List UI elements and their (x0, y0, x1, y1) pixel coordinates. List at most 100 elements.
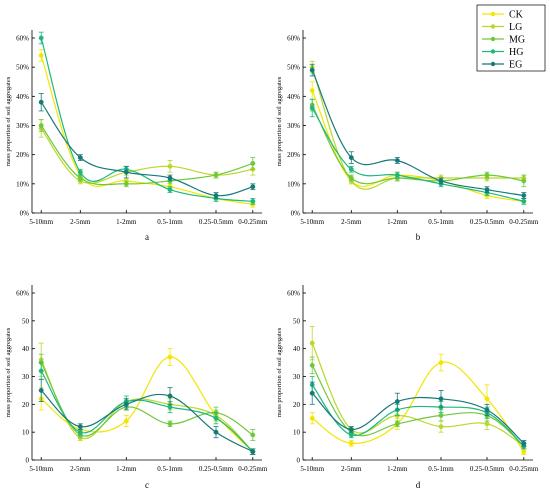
y-tick-label: 40% (16, 93, 29, 101)
series-line (40, 55, 253, 205)
y-axis-label: mass proportion of soil aggregates (276, 327, 283, 417)
data-point (123, 418, 129, 424)
x-tick-label: 1-2mm (387, 465, 408, 473)
series-line (40, 370, 254, 453)
data-point (77, 424, 83, 430)
y-tick-label: 50 (22, 317, 30, 325)
data-point (123, 401, 129, 407)
chart-panel-c: 0 10 20 30 40 50 60% mass proportion of soil ag… (5, 285, 268, 490)
x-tick-label: 0.25-0.5mm (199, 465, 234, 473)
series-line (311, 365, 525, 447)
series-line (40, 359, 254, 453)
y-tick-label: 60% (16, 35, 29, 43)
data-point (484, 407, 490, 413)
data-point (521, 178, 527, 184)
legend-entry-lg: LG (482, 22, 522, 33)
y-tick-label: 30% (287, 122, 300, 130)
data-point (309, 88, 315, 93)
x-tick-label: 0-0.25mm (238, 218, 268, 226)
x-tick-label: 5-10mm (29, 465, 53, 473)
data-point (213, 415, 219, 421)
x-tick-label: 2-5mm (341, 465, 362, 473)
series-hg (38, 362, 256, 455)
legend-entry-mg: MG (482, 35, 525, 46)
series-ck (309, 353, 527, 455)
data-point (484, 396, 490, 402)
legend-entry-ck: CK (482, 10, 524, 21)
y-tick-label: 20 (22, 401, 30, 409)
data-point (438, 413, 444, 418)
x-tick-label: 1-2mm (116, 218, 137, 226)
data-point (521, 449, 527, 455)
series-eg (38, 93, 256, 199)
series-lg (309, 325, 527, 450)
data-point (213, 172, 219, 178)
data-point (38, 99, 44, 105)
y-tick-label: 10 (293, 429, 301, 437)
series-line (40, 389, 254, 453)
chart-panel-b: 0% 10% 20% 30% 40% 50% 60% mass proportion of s… (276, 30, 539, 242)
legend-entry-hg: HG (482, 47, 523, 58)
data-point (167, 421, 173, 427)
data-point (77, 155, 83, 161)
data-point (438, 360, 444, 366)
legend-marker (490, 49, 496, 54)
y-tick-label: 10% (16, 180, 29, 188)
series-line (40, 356, 254, 453)
x-tick-label: 2-5mm (70, 465, 91, 473)
data-point (438, 424, 444, 430)
y-tick-label: 40 (22, 345, 30, 353)
y-axis-label: mass proportion of soil aggregates (5, 76, 12, 166)
series-eg (38, 378, 256, 455)
y-tick-label: 20 (293, 401, 301, 409)
x-tick-label: 0.5-1mm (428, 218, 454, 226)
data-point (213, 193, 219, 198)
y-tick-label: 50% (287, 64, 300, 72)
data-point (394, 172, 400, 178)
x-tick-label: 0.25-0.5mm (470, 218, 505, 226)
x-tick-label: 5-10mm (300, 218, 324, 226)
data-point (167, 393, 173, 399)
series-line (311, 392, 525, 444)
panel-label: a (145, 232, 149, 242)
data-point (38, 123, 44, 128)
data-point (167, 163, 173, 169)
chart-panel-d: 0 10 20 30 40 50 60% mass proportion of soil ag… (276, 285, 539, 490)
legend-label: LG (509, 22, 522, 33)
legend-label: EG (509, 60, 522, 71)
data-point (123, 181, 129, 187)
data-point (348, 440, 354, 446)
data-point (394, 399, 400, 404)
y-tick-label: 0% (20, 210, 30, 218)
y-tick-label: 60% (16, 290, 29, 298)
x-tick-label: 0.5-1mm (157, 465, 183, 473)
data-point (348, 175, 354, 181)
panel-label: c (145, 480, 149, 490)
series-line (40, 125, 253, 186)
y-axis-label: mass proportion of soil aggregates (5, 327, 12, 417)
data-point (484, 172, 490, 178)
y-tick-label: 60% (287, 290, 300, 298)
y-tick-label: 40% (287, 93, 300, 101)
series-hg (309, 376, 527, 450)
legend-marker (490, 36, 496, 42)
x-tick-label: 5-10mm (300, 465, 324, 473)
y-tick-label: 30% (16, 122, 29, 130)
x-tick-label: 0.25-0.5mm (470, 465, 505, 473)
series-line (40, 37, 253, 202)
data-point (77, 429, 83, 435)
legend-label: HG (509, 47, 523, 58)
data-point (348, 432, 354, 438)
legend-marker (490, 24, 496, 29)
series-line (40, 101, 253, 197)
data-point (521, 198, 527, 204)
y-tick-label: 10 (22, 429, 30, 437)
series-line (311, 90, 524, 202)
data-point (438, 178, 444, 184)
legend-entry-eg: EG (482, 60, 522, 71)
series-mg (309, 356, 527, 450)
legend-box (476, 4, 546, 72)
data-point (309, 390, 315, 396)
